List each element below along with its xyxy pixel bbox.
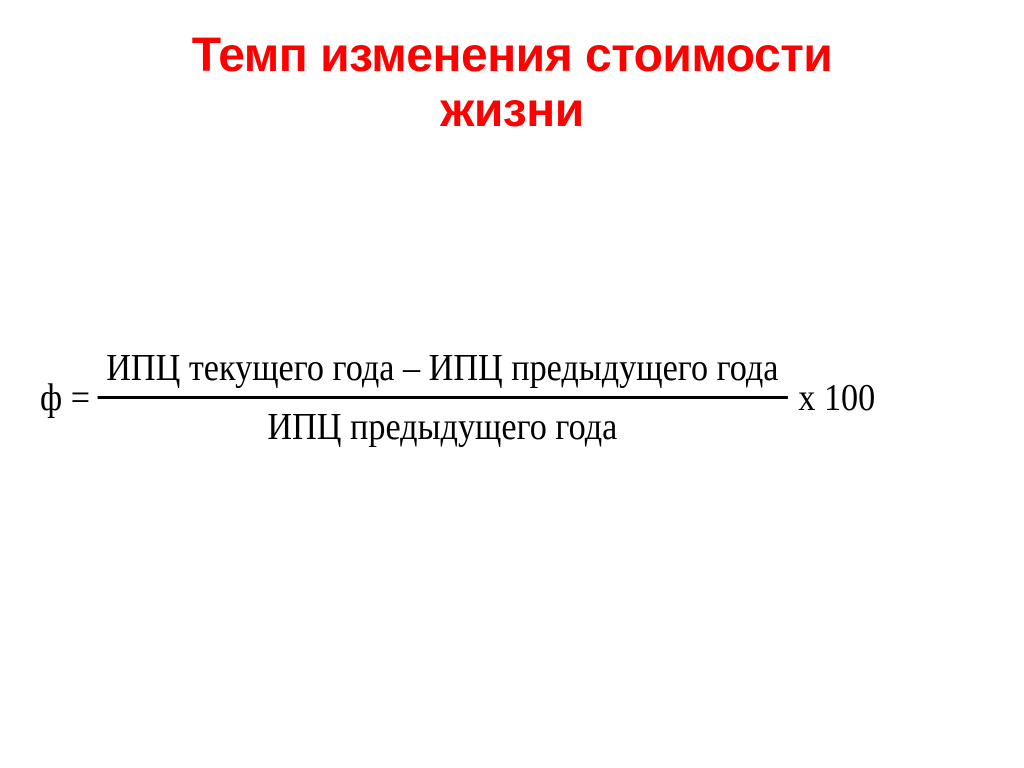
title-line-2: жизни	[0, 83, 1024, 138]
slide-title: Темп изменения стоимости жизни	[0, 28, 1024, 138]
formula-numerator: ИПЦ текущего года – ИПЦ предыдущего года	[97, 340, 787, 396]
formula: ф = ИПЦ текущего года – ИПЦ предыдущего …	[40, 340, 890, 455]
slide: Темп изменения стоимости жизни ф = ИПЦ т…	[0, 0, 1024, 768]
formula-fraction: ИПЦ текущего года – ИПЦ предыдущего года…	[97, 340, 787, 455]
formula-lhs: ф =	[40, 376, 97, 420]
formula-denominator: ИПЦ предыдущего года	[258, 399, 626, 455]
title-line-1: Темп изменения стоимости	[0, 28, 1024, 83]
formula-rhs: х 100	[787, 376, 875, 420]
